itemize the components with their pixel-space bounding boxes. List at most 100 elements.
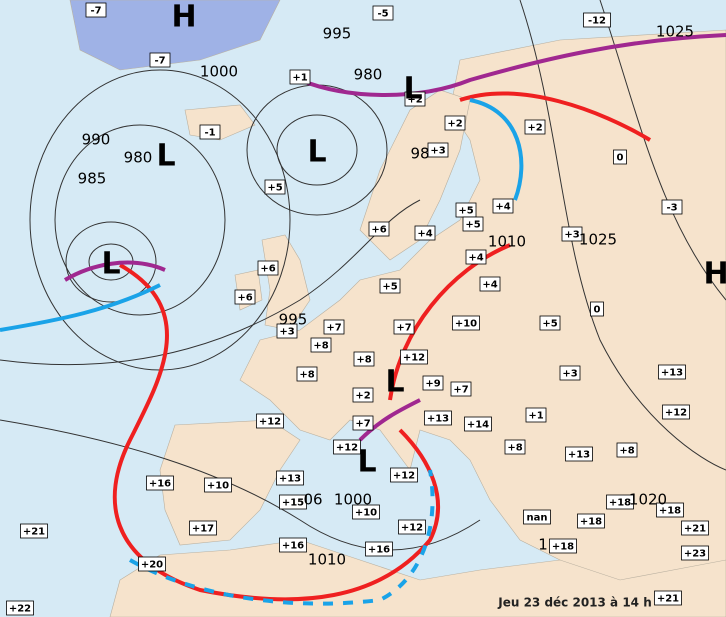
temperature-label: -1 (199, 124, 221, 140)
temperature-label: +2 (444, 115, 466, 131)
pressure-center: H (703, 257, 726, 292)
temperature-label: +4 (479, 276, 501, 292)
label-box (681, 520, 709, 536)
label-box (279, 494, 307, 510)
temperature-label: +5 (379, 278, 401, 294)
label-box (138, 556, 166, 572)
label-box (462, 216, 484, 232)
temperature-label: +3 (559, 365, 581, 381)
pressure-center: L (357, 445, 376, 480)
label-box (199, 124, 221, 140)
label-box (279, 537, 307, 553)
temperature-text: +10 (207, 481, 229, 492)
temperature-label: +7 (352, 415, 374, 431)
label-box (352, 387, 374, 403)
label-box (404, 91, 426, 107)
temperature-text: +5 (465, 220, 480, 231)
temperature-text: +18 (659, 506, 681, 517)
temperature-label: +22 (6, 600, 34, 616)
isobar-label: 98 (410, 145, 429, 163)
pressure-center: H (171, 0, 196, 35)
temperature-label: +7 (323, 319, 345, 335)
temperature-text: +7 (355, 419, 370, 430)
label-box (616, 442, 638, 458)
label-box (393, 319, 415, 335)
pressure-center: L (101, 247, 120, 282)
temperature-label: +8 (616, 442, 638, 458)
temperature-text: +2 (407, 95, 422, 106)
temperature-label: +5 (539, 315, 561, 331)
label-box (149, 52, 171, 68)
temperature-text: +8 (313, 341, 328, 352)
isobar-label: 995 (279, 311, 308, 329)
temperature-text: +3 (562, 369, 577, 380)
temperature-label: +16 (279, 537, 307, 553)
label-box (662, 404, 690, 420)
temperature-text: +20 (141, 560, 163, 571)
temperature-text: +10 (355, 508, 377, 519)
temperature-text: +16 (282, 541, 304, 552)
label-box (656, 502, 684, 518)
isobar (65, 221, 157, 303)
occluded-front (63, 260, 166, 282)
pressure-center: L (385, 365, 404, 400)
temperature-text: +12 (401, 523, 423, 534)
label-box (539, 315, 561, 331)
temperature-text: +8 (619, 446, 634, 457)
temperature-label: +12 (662, 404, 690, 420)
isobar (54, 124, 226, 316)
temperature-label: +8 (310, 337, 332, 353)
temperature-text: +10 (455, 319, 477, 330)
label-box (444, 115, 466, 131)
label-box (85, 2, 107, 18)
temperature-label: +18 (606, 494, 634, 510)
temperature-label: +13 (424, 410, 452, 426)
temperature-label: +6 (234, 289, 256, 305)
label-box (590, 301, 604, 317)
isobar-label: 1025 (579, 231, 617, 249)
temperature-label: +1 (289, 69, 311, 85)
temperature-text: +21 (684, 524, 706, 535)
temperature-label: -7 (149, 52, 171, 68)
label-box (276, 470, 304, 486)
temperature-label: +3 (276, 323, 298, 339)
label-box (561, 226, 583, 242)
isobar-label: 990 (82, 131, 111, 149)
isobar-label: 1020 (629, 491, 667, 509)
temperature-label: +4 (465, 249, 487, 265)
temperature-label: +10 (452, 315, 480, 331)
label-box (479, 276, 501, 292)
temperature-text: +13 (427, 414, 449, 425)
temperature-text: +12 (336, 443, 358, 454)
label-box (398, 519, 426, 535)
pressure-center: L (156, 139, 175, 174)
temperature-text: -12 (588, 16, 606, 27)
temperature-label: -7 (85, 2, 107, 18)
pressure-center: L (403, 72, 422, 107)
temperature-label: +10 (352, 504, 380, 520)
temperature-text: +2 (447, 119, 462, 130)
label-box (204, 477, 232, 493)
temperature-label: +13 (658, 364, 686, 380)
warm-front (388, 243, 511, 401)
temperature-label: +3 (561, 226, 583, 242)
label-box (427, 142, 449, 158)
temperature-text: +3 (564, 230, 579, 241)
temperature-text: +5 (382, 282, 397, 293)
temperature-text: +5 (458, 206, 473, 217)
isobar-label: 1 (538, 536, 548, 554)
temperature-text: +21 (23, 527, 45, 538)
pressure-center: L (307, 135, 326, 170)
label-box (323, 319, 345, 335)
temperature-label: +21 (681, 520, 709, 536)
temperature-text: +13 (568, 450, 590, 461)
occluded-front (299, 33, 726, 97)
temperature-text: +15 (282, 498, 304, 509)
temperature-label: +17 (189, 520, 217, 536)
label-box (450, 381, 472, 397)
temperature-text: +17 (192, 524, 214, 535)
cold-front (129, 469, 435, 606)
label-box (20, 523, 48, 539)
temperature-text: +12 (665, 408, 687, 419)
temperature-label: +18 (656, 502, 684, 518)
